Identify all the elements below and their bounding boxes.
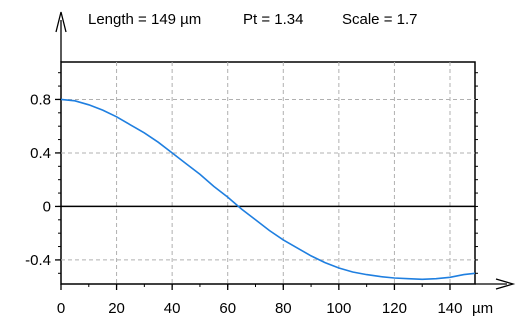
x-axis-arrow xyxy=(495,278,516,290)
x-tick-label: 140 xyxy=(437,300,462,317)
x-tick-label: 0 xyxy=(57,300,65,317)
x-tick-label: 20 xyxy=(108,300,125,317)
grid xyxy=(61,62,475,284)
tick-labels: 0 20 40 60 80 100 120 140 0.8 0.4 0 -0.4 xyxy=(25,91,462,317)
y-tick-label: 0.4 xyxy=(30,145,51,162)
y-axis-arrow xyxy=(55,11,67,33)
plot-frame xyxy=(60,61,476,285)
x-tick-label: 120 xyxy=(382,300,407,317)
ticks xyxy=(55,72,478,290)
x-tick-label: 100 xyxy=(326,300,351,317)
x-axis-unit-label: µm xyxy=(472,300,493,317)
length-readout: Length = 149 µm xyxy=(88,11,201,28)
y-tick-label: 0 xyxy=(43,198,51,215)
scale-readout: Scale = 1.7 xyxy=(342,11,417,28)
x-tick-label: 60 xyxy=(219,300,236,317)
pt-readout: Pt = 1.34 xyxy=(243,11,303,28)
series-line xyxy=(60,98,476,281)
x-tick-label: 80 xyxy=(275,300,292,317)
x-tick-label: 40 xyxy=(164,300,181,317)
y-tick-label: 0.8 xyxy=(30,91,51,108)
series-group xyxy=(60,98,476,281)
y-tick-label: -0.4 xyxy=(25,252,51,269)
